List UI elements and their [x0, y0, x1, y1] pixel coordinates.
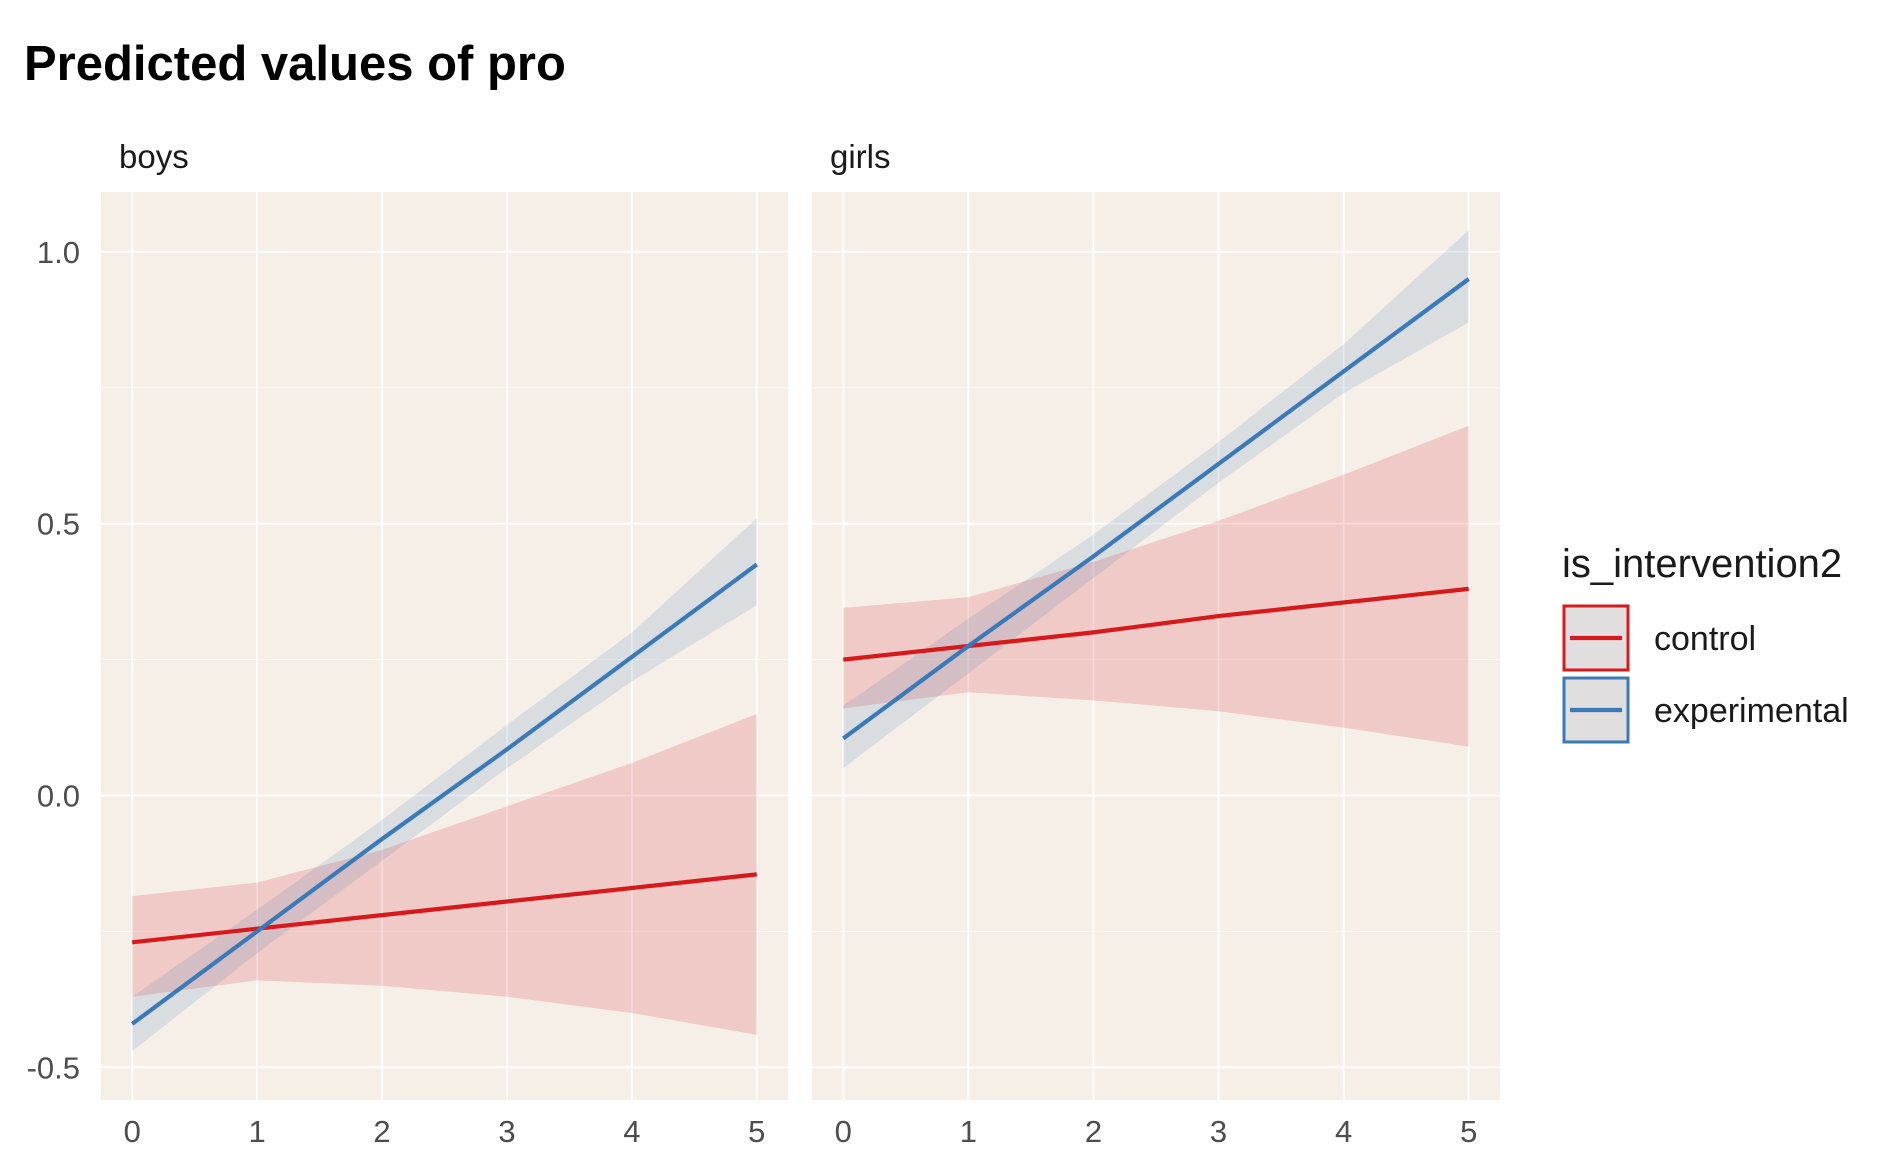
confidence-band-control [132, 714, 757, 1035]
panel-background [812, 192, 1500, 1100]
series-line-control [843, 586, 1469, 662]
y-tick-label: -0.5 [27, 1050, 80, 1085]
series-line-control [131, 872, 758, 945]
y-tick-label: 0.5 [37, 507, 80, 542]
x-tick-label: 2 [1085, 1114, 1102, 1149]
x-tick-label: 4 [623, 1114, 640, 1149]
x-tick-label: 5 [748, 1114, 765, 1149]
confidence-band-control [843, 425, 1469, 747]
legend-label: control [1654, 620, 1756, 658]
legend-title: is_intervention2 [1562, 542, 1842, 586]
y-tick-label: 0.0 [37, 779, 80, 814]
series-line-experimental [842, 277, 1470, 741]
legend: is_intervention2 control experimental [1562, 542, 1849, 744]
confidence-band-experimental [843, 230, 1469, 769]
y-axis: -0.5 0.0 0.5 1.0 [27, 235, 80, 1086]
panel-background [101, 192, 788, 1100]
x-tick-label: 0 [835, 1114, 852, 1149]
facet-panel-boys: boys 0 1 2 3 4 5 [101, 138, 788, 1149]
confidence-band-experimental [132, 518, 757, 1052]
facet-strip-label: girls [830, 138, 891, 175]
x-tick-label: 3 [1210, 1114, 1227, 1149]
x-tick-label: 4 [1335, 1114, 1352, 1149]
series-line-experimental [130, 562, 759, 1026]
facet-panels: boys 0 1 2 3 4 5 girls 0 1 2 3 4 5 [101, 138, 1500, 1149]
chart-title: Predicted values of pro [24, 37, 566, 91]
facet-strip-label: boys [119, 138, 189, 175]
x-tick-label: 3 [498, 1114, 515, 1149]
x-tick-label: 1 [960, 1114, 977, 1149]
x-tick-label: 2 [373, 1114, 390, 1149]
legend-entry-experimental: experimental [1562, 676, 1849, 744]
x-tick-label: 0 [124, 1114, 141, 1149]
x-tick-label: 1 [249, 1114, 266, 1149]
legend-label: experimental [1654, 692, 1849, 730]
x-tick-label: 5 [1460, 1114, 1477, 1149]
facet-panel-girls: girls 0 1 2 3 4 5 [812, 138, 1500, 1149]
legend-entry-control: control [1562, 604, 1756, 672]
y-tick-label: 1.0 [37, 235, 80, 270]
